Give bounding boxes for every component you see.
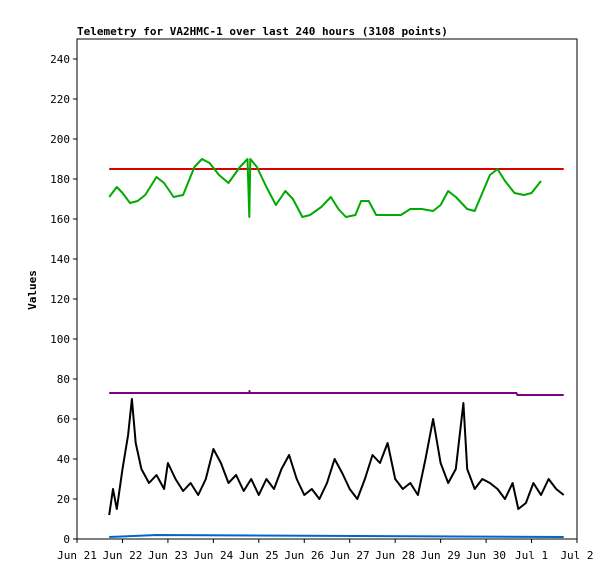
plot-frame xyxy=(76,38,578,540)
x-tick-label: Jun 27 xyxy=(330,549,370,562)
y-tick-label: 20 xyxy=(57,493,70,506)
y-tick-label: 80 xyxy=(57,373,70,386)
y-tick-label: 200 xyxy=(50,133,70,146)
y-tick-label: 0 xyxy=(63,533,70,546)
x-tick-label: Jun 26 xyxy=(284,549,324,562)
x-tick-label: Jun 28 xyxy=(375,549,415,562)
y-tick-label: 60 xyxy=(57,413,70,426)
y-tick-label: 100 xyxy=(50,333,70,346)
x-tick-label: Jun 22 xyxy=(103,549,143,562)
x-tick-label: Jun 21 xyxy=(57,549,97,562)
x-tick-label: Jun 29 xyxy=(421,549,461,562)
series-line-4 xyxy=(109,534,564,538)
x-tick-label: Jun 25 xyxy=(239,549,279,562)
plot-series xyxy=(108,158,565,538)
y-tick-label: 240 xyxy=(50,53,70,66)
y-tick-label: 160 xyxy=(50,213,70,226)
x-tick-label: Jun 30 xyxy=(466,549,506,562)
x-axis: Jun 21 Jun 22 Jun 23 Jun 24 Jun 25 Jun 26 Jun … xyxy=(57,539,594,562)
y-axis-label: Values xyxy=(26,270,39,310)
x-tick-label: Jun 23 xyxy=(148,549,188,562)
series-line-2 xyxy=(109,390,564,396)
x-tick-label: Jun 24 xyxy=(193,549,233,562)
y-tick-label: 140 xyxy=(50,253,70,266)
y-tick-label: 40 xyxy=(57,453,70,466)
y-tick-label: 220 xyxy=(50,93,70,106)
x-tick-label: Jul 1 xyxy=(515,549,548,562)
series-line-3 xyxy=(108,398,565,516)
y-axis: 0 20 40 60 80 100 120 140 160 180 200 220 240 xyxy=(50,53,77,546)
x-tick-label: Jul 2 xyxy=(560,549,593,562)
y-tick-label: 180 xyxy=(50,173,70,186)
series-line-1 xyxy=(108,158,542,218)
y-tick-label: 120 xyxy=(50,293,70,306)
chart-title: Telemetry for VA2HMC-1 over last 240 hou… xyxy=(77,25,448,38)
